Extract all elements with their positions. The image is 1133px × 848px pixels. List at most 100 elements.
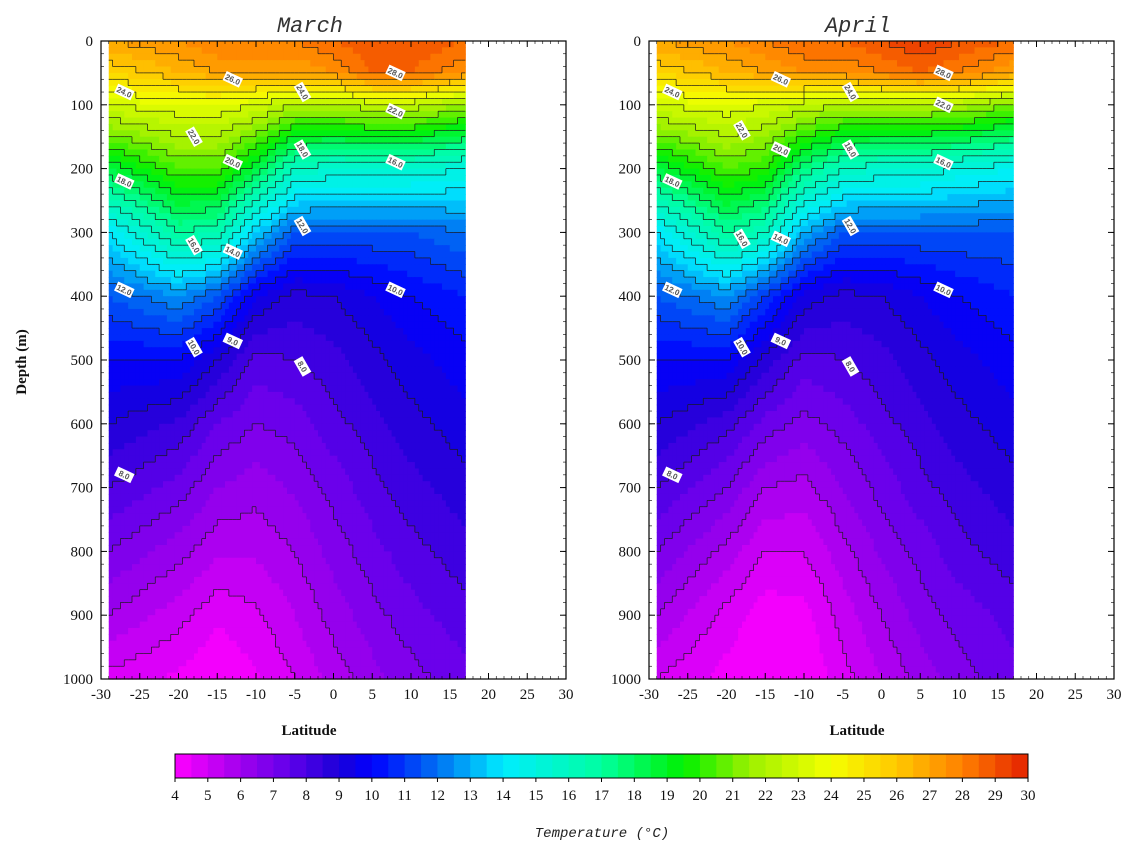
heatmap-cell [325, 123, 331, 131]
heatmap-cell [442, 206, 447, 214]
heatmap-cell [244, 372, 249, 380]
heatmap-cell [166, 92, 172, 100]
heatmap-cell [155, 219, 160, 227]
heatmap-cell [236, 72, 242, 80]
heatmap-cell [190, 98, 195, 106]
heatmap-cell [163, 168, 168, 176]
heatmap-cell [321, 66, 327, 74]
heatmap-cell [314, 181, 319, 189]
heatmap-cell [139, 194, 145, 202]
heatmap-cell [349, 149, 354, 157]
heatmap-cell [120, 251, 125, 259]
heatmap-cell [395, 98, 400, 106]
heatmap-cell [314, 296, 319, 304]
heatmap-cell [128, 143, 133, 151]
heatmap-cell [372, 340, 377, 348]
heatmap-cell [376, 104, 381, 112]
heatmap-cell [252, 149, 257, 157]
heatmap-cell [186, 143, 191, 151]
heatmap-cell [108, 123, 114, 131]
heatmap-cell [364, 41, 369, 48]
heatmap-cell [438, 143, 443, 151]
heatmap-cell [232, 264, 238, 272]
heatmap-cell [337, 85, 342, 93]
heatmap-cell [399, 174, 404, 182]
heatmap-cell [275, 41, 280, 48]
heatmap-cell [205, 206, 211, 214]
heatmap-cell [232, 226, 238, 233]
heatmap-cell [306, 232, 311, 240]
heatmap-cell [310, 85, 315, 93]
heatmap-cell [194, 270, 199, 278]
heatmap-cell [399, 168, 404, 176]
heatmap-cell [124, 360, 129, 367]
heatmap-cell [232, 47, 238, 55]
heatmap-cell [298, 162, 304, 170]
heatmap-cell [256, 155, 261, 163]
heatmap-cell [395, 213, 400, 221]
heatmap-cell [434, 219, 439, 227]
heatmap-cell [174, 85, 180, 93]
heatmap-cell [221, 302, 226, 310]
heatmap-cell [151, 92, 156, 100]
heatmap-cell [259, 85, 265, 93]
heatmap-cell [352, 226, 358, 233]
heatmap-cell [442, 213, 447, 221]
heatmap-cell [411, 136, 416, 144]
heatmap-cell [352, 149, 358, 157]
heatmap-cell [387, 206, 393, 214]
heatmap-cell [248, 226, 253, 233]
heatmap-cell [376, 98, 381, 106]
heatmap-cell [143, 321, 149, 329]
heatmap-cell [128, 136, 133, 144]
heatmap-cell [201, 232, 207, 240]
heatmap-cell [143, 98, 149, 106]
heatmap-cell [143, 79, 149, 87]
heatmap-cell [186, 277, 191, 285]
heatmap-cell [213, 47, 218, 55]
heatmap-cell [341, 366, 346, 374]
heatmap-cell [341, 226, 346, 233]
heatmap-cell [240, 194, 245, 202]
heatmap-cell [155, 308, 160, 316]
heatmap-cell [182, 143, 187, 151]
heatmap-cell [190, 187, 195, 195]
heatmap-cell [356, 334, 362, 342]
heatmap-cell [147, 174, 152, 182]
heatmap-cell [120, 194, 125, 202]
heatmap-cell [302, 213, 307, 221]
heatmap-cell [345, 174, 350, 182]
heatmap-cell [182, 251, 187, 259]
heatmap-cell [445, 219, 451, 227]
heatmap-cell [391, 340, 397, 348]
heatmap-cell [174, 277, 180, 285]
heatmap-cell [449, 79, 455, 87]
heatmap-cell [302, 347, 307, 355]
heatmap-cell [457, 117, 462, 125]
heatmap-cell [411, 60, 416, 68]
heatmap-cell [341, 270, 346, 278]
heatmap-cell [209, 328, 214, 336]
heatmap-cell [318, 111, 323, 119]
heatmap-cell [376, 302, 381, 310]
heatmap-cell [302, 98, 307, 106]
heatmap-cell [209, 257, 214, 265]
heatmap-cell [155, 264, 160, 272]
heatmap-cell [457, 289, 462, 297]
heatmap-cell [259, 149, 265, 157]
heatmap-cell [461, 117, 466, 125]
heatmap-cell [194, 72, 199, 80]
heatmap-cell [236, 53, 242, 61]
heatmap-cell [430, 187, 435, 195]
heatmap-cell [418, 379, 424, 387]
heatmap-cell [221, 360, 226, 367]
heatmap-cell [442, 264, 447, 272]
heatmap-cell [430, 111, 435, 119]
heatmap-cell [438, 226, 443, 233]
heatmap-cell [120, 226, 125, 233]
heatmap-cell [360, 92, 366, 100]
heatmap-cell [442, 372, 447, 380]
heatmap-cell [318, 200, 323, 208]
heatmap-cell [194, 187, 199, 195]
heatmap-cell [349, 187, 354, 195]
